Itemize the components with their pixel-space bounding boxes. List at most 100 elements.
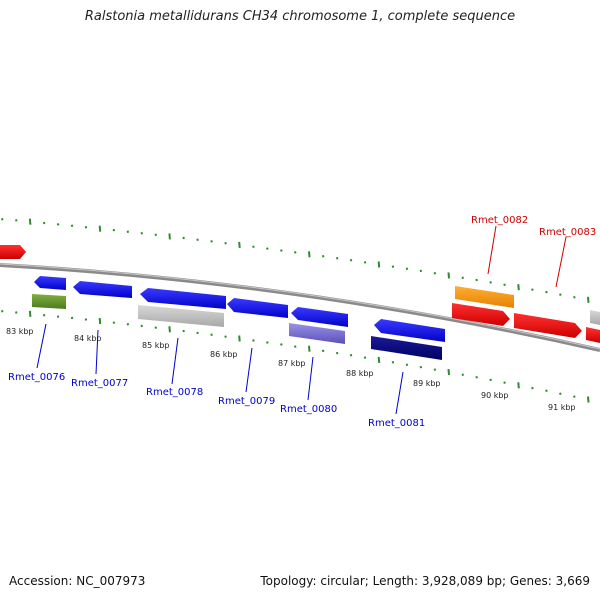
major-tick: [168, 233, 171, 240]
minor-tick: [405, 267, 409, 270]
major-tick: [517, 284, 520, 291]
tick-label: 89 kbp: [413, 379, 441, 388]
minor-tick: [349, 259, 353, 262]
major-tick: [377, 356, 381, 363]
chromosome-backbone-highlight: [0, 263, 600, 350]
minor-tick: [335, 257, 339, 260]
minor-tick: [433, 271, 437, 275]
gene-label-rmet-0077[interactable]: Rmet_0077: [71, 378, 128, 389]
minor-tick: [503, 283, 506, 287]
minor-tick: [405, 363, 409, 366]
tick-label: 83 kbp: [6, 327, 34, 336]
gene-arrow-rmet-0076[interactable]: [34, 276, 66, 290]
gene-label-rmet-0082[interactable]: Rmet_0082: [471, 215, 528, 226]
gene-arrow-rmet-0080[interactable]: [291, 307, 348, 327]
outer-tick-ring: [1, 217, 590, 303]
minor-tick: [42, 221, 46, 225]
minor-tick: [84, 225, 88, 229]
minor-tick: [294, 251, 297, 254]
minor-tick: [252, 245, 255, 249]
tick-label: 88 kbp: [346, 369, 374, 378]
gene-label-leaders: [36, 225, 567, 415]
major-tick: [517, 382, 520, 389]
minor-tick: [154, 233, 157, 237]
gene-label-rmet-0078[interactable]: Rmet_0078: [146, 387, 203, 398]
major-tick: [377, 261, 381, 268]
feature-bar-rmet-0081[interactable]: [371, 336, 442, 360]
map-title: Ralstonia metallidurans CH34 chromosome …: [84, 9, 516, 24]
major-tick: [238, 335, 241, 342]
minor-tick: [182, 236, 185, 240]
minor-tick: [15, 219, 18, 222]
minor-tick: [196, 238, 199, 241]
major-tick: [98, 317, 102, 325]
minor-tick: [252, 339, 255, 342]
tick-label: 86 kbp: [210, 350, 238, 359]
minor-tick: [573, 295, 576, 299]
minor-tick: [475, 376, 478, 379]
major-tick: [28, 218, 32, 225]
feature-bar-rmet-0082[interactable]: [455, 286, 514, 308]
feature-bar-rmet-0076[interactable]: [32, 294, 66, 309]
gene-label-rmet-0081[interactable]: Rmet_0081: [368, 418, 425, 429]
gene-arrow-rmet-0082[interactable]: [452, 303, 510, 326]
gene-arrow-rmet-0081[interactable]: [374, 319, 445, 342]
gene-label-rmet-0079[interactable]: Rmet_0079: [218, 396, 275, 407]
tick-label: 90 kbp: [481, 391, 509, 400]
minor-tick: [280, 249, 283, 252]
tick-label: 84 kbp: [74, 334, 102, 343]
tick-label: 91 kbp: [548, 403, 576, 412]
accession-label: Accession: NC_007973: [9, 574, 146, 588]
minor-tick: [419, 365, 423, 369]
minor-tick: [210, 240, 213, 243]
minor-tick: [363, 356, 367, 359]
minor-tick: [391, 361, 395, 364]
major-tick: [587, 396, 590, 403]
feature-bar-rmet-0078[interactable]: [138, 305, 224, 327]
minor-tick: [224, 335, 227, 338]
minor-tick: [140, 231, 143, 235]
tick-label: 85 kbp: [142, 341, 170, 350]
tick-label: 87 kbp: [278, 359, 306, 368]
gene-arrow-rmet-0079[interactable]: [227, 298, 288, 318]
minor-tick: [182, 329, 185, 333]
minor-tick: [1, 217, 4, 221]
gene-arrow-partial[interactable]: [586, 327, 600, 343]
gene-label-rmet-0083[interactable]: Rmet_0083: [539, 227, 596, 238]
minor-tick: [531, 386, 534, 390]
minor-tick: [1, 309, 4, 313]
minor-tick: [349, 354, 353, 357]
gene-labels: Rmet_0076 Rmet_0077 Rmet_0078 Rmet_0079 …: [8, 215, 596, 429]
minor-tick: [56, 315, 60, 318]
minor-tick: [70, 224, 74, 228]
gene-arrow[interactable]: [0, 245, 26, 259]
minor-tick: [461, 373, 464, 376]
minor-tick: [503, 381, 506, 384]
major-tick: [447, 272, 450, 279]
minor-tick: [419, 269, 423, 273]
gene-arrow-rmet-0083[interactable]: [514, 313, 582, 338]
gene-arrow-rmet-0077[interactable]: [73, 281, 132, 298]
minor-tick: [154, 326, 157, 329]
minor-tick: [363, 261, 367, 264]
minor-tick: [559, 293, 562, 296]
minor-tick: [531, 288, 534, 291]
tick-labels: 83 kbp 84 kbp 85 kbp 86 kbp 87 kbp 88 kb…: [6, 327, 576, 412]
minor-tick: [433, 368, 437, 371]
gene-label-rmet-0080[interactable]: Rmet_0080: [280, 404, 337, 415]
minor-tick: [266, 247, 269, 250]
gene-arrow-rmet-0078[interactable]: [140, 288, 226, 309]
feature-bar-partial[interactable]: [590, 310, 600, 325]
gene-label-rmet-0076[interactable]: Rmet_0076: [8, 372, 65, 383]
minor-tick: [126, 230, 130, 233]
minor-tick: [559, 392, 562, 395]
minor-tick: [321, 255, 325, 258]
major-tick: [308, 345, 311, 352]
feature-bar-rmet-0080[interactable]: [289, 323, 345, 344]
minor-tick: [391, 265, 395, 268]
major-tick: [168, 326, 171, 333]
minor-tick: [196, 331, 199, 335]
minor-tick: [573, 395, 576, 398]
major-tick: [587, 296, 590, 303]
